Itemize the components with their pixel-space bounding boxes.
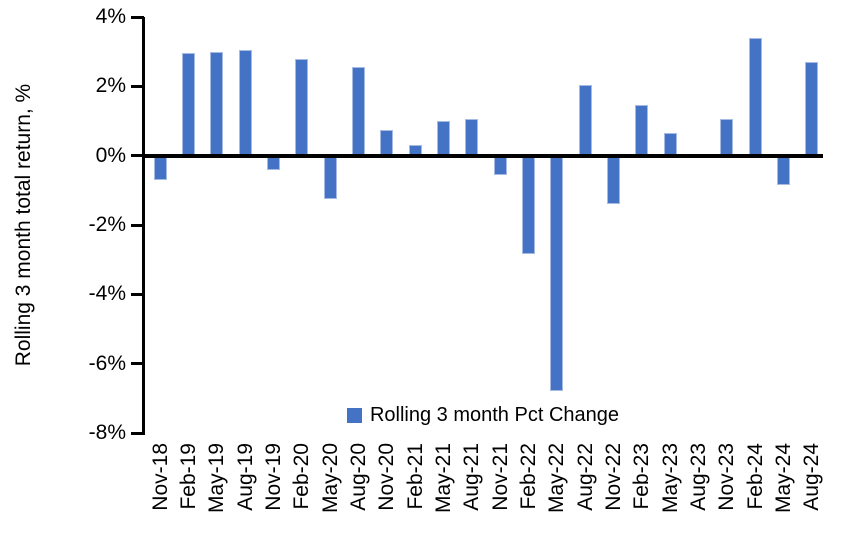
bar xyxy=(635,105,649,156)
bar xyxy=(663,133,677,156)
bar xyxy=(748,37,762,156)
y-tick-mark xyxy=(131,15,144,19)
bar xyxy=(295,58,309,156)
x-tick-label-text: May-24 xyxy=(772,443,795,514)
x-tick-label-text: Feb-24 xyxy=(743,443,767,510)
x-tick-label-text: Nov-20 xyxy=(375,443,399,511)
x-tick-label-text: Nov-23 xyxy=(715,443,739,511)
bar xyxy=(550,155,564,392)
y-tick-mark xyxy=(131,223,144,227)
bar xyxy=(267,155,280,170)
y-tick-mark xyxy=(131,154,144,158)
x-tick-label-text: Nov-21 xyxy=(488,443,512,511)
x-tick-label-text: Feb-23 xyxy=(630,443,654,510)
y-tick-mark xyxy=(131,431,144,435)
x-tick-label-text: May-22 xyxy=(545,443,569,514)
y-tick-label: -6% xyxy=(88,351,126,375)
y-tick-label: 0% xyxy=(95,143,126,167)
y-tick-mark xyxy=(131,362,144,366)
x-tick-label-text: Feb-20 xyxy=(290,443,314,510)
x-tick-label-text: May-20 xyxy=(318,443,342,514)
x-tick-label-text: May-21 xyxy=(432,443,455,514)
bar xyxy=(493,155,507,175)
y-tick-label: 4% xyxy=(95,5,126,28)
bar xyxy=(352,67,365,156)
y-tick-label: -8% xyxy=(88,421,126,444)
bar xyxy=(238,49,252,156)
bar xyxy=(210,51,224,156)
y-tick-mark xyxy=(131,84,144,88)
x-tick-label-text: Nov-18 xyxy=(148,443,172,511)
x-tick-label-text: Aug-23 xyxy=(687,443,710,511)
x-tick-label-text: Aug-22 xyxy=(573,443,597,511)
bar xyxy=(380,129,394,156)
y-tick-label: 2% xyxy=(95,74,126,98)
x-tick-label-text: Feb-21 xyxy=(403,443,427,510)
x-tick-label-text: May-23 xyxy=(658,443,682,514)
bar xyxy=(522,155,535,255)
x-tick-label-text: May-19 xyxy=(205,443,229,514)
y-tick-mark xyxy=(131,292,144,296)
legend: Rolling 3 month Pct Change xyxy=(143,402,823,428)
x-tick-label-text: Aug-19 xyxy=(233,443,257,511)
bar xyxy=(182,53,195,156)
y-tick-label: -2% xyxy=(88,213,126,236)
x-tick-label-text: Aug-20 xyxy=(347,443,370,511)
bar xyxy=(805,62,819,156)
bar xyxy=(437,121,450,156)
x-tick-label-text: Feb-19 xyxy=(177,443,200,510)
bar xyxy=(323,155,337,199)
bar xyxy=(578,84,592,156)
x-tick-label-text: Aug-21 xyxy=(460,443,484,511)
bar xyxy=(465,119,479,156)
x-tick-label-text: Nov-22 xyxy=(602,443,625,511)
y-tick-label: -4% xyxy=(88,282,126,306)
x-tick-label-text: Feb-22 xyxy=(517,443,540,510)
x-axis-line xyxy=(143,153,823,158)
bar xyxy=(777,155,790,186)
legend-marker-icon xyxy=(346,407,362,423)
bar xyxy=(720,119,734,156)
bar xyxy=(607,155,620,205)
bar xyxy=(153,155,167,180)
legend-label: Rolling 3 month Pct Change xyxy=(369,404,620,426)
x-tick-label-text: Aug-24 xyxy=(800,443,824,511)
x-tick-label-text: Nov-19 xyxy=(262,443,285,511)
